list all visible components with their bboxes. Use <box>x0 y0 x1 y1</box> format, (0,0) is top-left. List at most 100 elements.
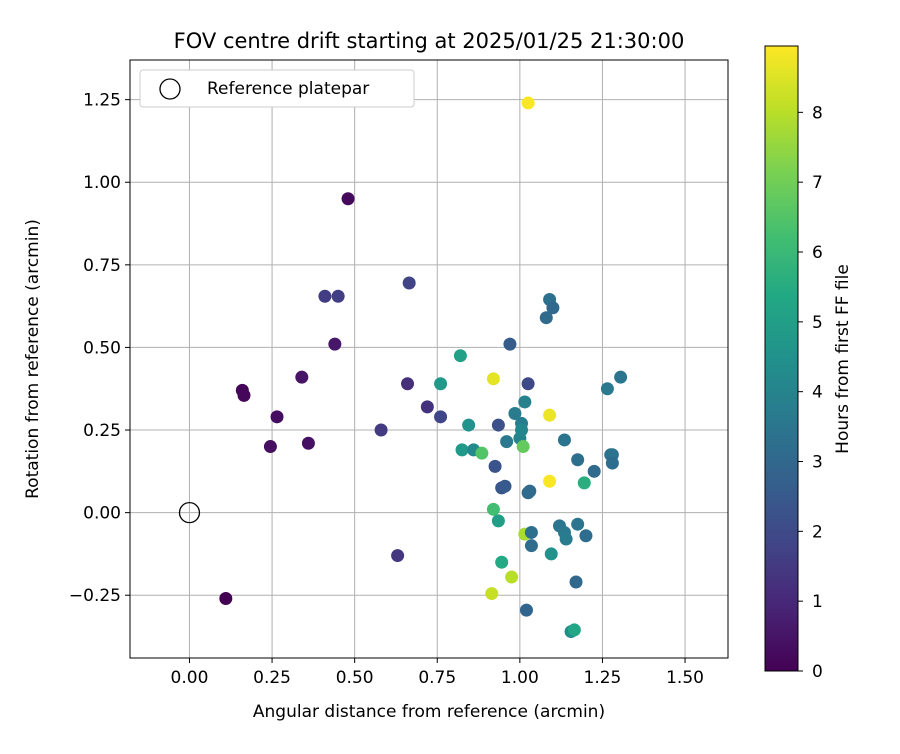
x-tick-label: 1.50 <box>666 668 704 688</box>
data-point <box>455 443 469 457</box>
data-point <box>559 532 573 546</box>
colorbar-tick-label: 7 <box>812 173 823 193</box>
y-axis-ticks: −0.25 0.00 0.25 0.50 0.75 1.00 1.25 <box>69 91 130 606</box>
x-axis-ticks: 0.00 0.25 0.50 0.75 1.00 1.25 1.50 <box>171 658 704 688</box>
data-points <box>219 96 628 639</box>
x-tick-label: 0.00 <box>171 668 209 688</box>
x-tick-label: 0.25 <box>253 668 291 688</box>
data-point <box>508 407 522 421</box>
data-point <box>577 476 591 490</box>
chart-title: FOV centre drift starting at 2025/01/25 … <box>174 29 685 53</box>
data-point <box>486 502 500 516</box>
data-point <box>600 382 614 396</box>
x-tick-label: 0.75 <box>418 668 456 688</box>
data-point <box>523 484 537 498</box>
colorbar-tick-label: 2 <box>812 522 823 542</box>
data-point <box>500 435 514 449</box>
x-tick-label: 1.25 <box>584 668 622 688</box>
data-point <box>587 464 601 478</box>
data-point <box>341 192 355 206</box>
y-tick-label: 0.75 <box>83 256 121 276</box>
y-tick-label: 0.00 <box>83 504 121 524</box>
y-axis-label: Rotation from reference (arcmin) <box>23 219 43 499</box>
colorbar-gradient <box>764 45 799 672</box>
data-point <box>491 418 505 432</box>
data-point <box>515 423 529 437</box>
data-point <box>453 349 467 363</box>
data-point <box>524 539 538 553</box>
legend-box <box>139 69 415 108</box>
data-point <box>391 549 405 563</box>
data-point <box>420 400 434 414</box>
legend-label: Reference platepar <box>207 79 369 99</box>
data-point <box>521 96 535 110</box>
colorbar: 0 1 2 3 4 5 6 7 8 Hours from first FF file <box>764 45 853 682</box>
data-point <box>495 555 509 569</box>
data-point <box>462 418 476 432</box>
data-point <box>498 479 512 493</box>
data-point <box>237 388 251 402</box>
colorbar-tick-label: 8 <box>812 103 823 123</box>
data-point <box>434 377 448 391</box>
data-point <box>401 377 415 391</box>
colorbar-tick-label: 4 <box>812 383 823 403</box>
data-point <box>503 337 517 351</box>
x-tick-label: 1.00 <box>501 668 539 688</box>
data-point <box>318 289 332 303</box>
data-point <box>569 575 583 589</box>
data-point <box>475 446 489 460</box>
data-point <box>505 570 519 584</box>
y-tick-label: 0.25 <box>83 421 121 441</box>
data-point <box>557 433 571 447</box>
data-point <box>295 370 309 384</box>
data-point <box>614 370 628 384</box>
colorbar-ticks: 0 1 2 3 4 5 6 7 8 <box>798 103 823 682</box>
colorbar-tick-label: 3 <box>812 453 823 473</box>
data-point <box>486 372 500 386</box>
data-point <box>521 377 535 391</box>
data-point <box>219 592 233 606</box>
data-point <box>543 408 557 422</box>
data-point <box>546 301 560 315</box>
data-point <box>491 514 505 528</box>
colorbar-tick-label: 6 <box>812 243 823 263</box>
data-point <box>544 547 558 561</box>
colorbar-tick-label: 5 <box>812 313 823 333</box>
y-tick-label: 0.50 <box>83 338 121 358</box>
reference-marker-layer <box>178 501 201 524</box>
data-point <box>434 410 448 424</box>
colorbar-label: Hours from first FF file <box>833 264 853 454</box>
data-point <box>571 453 585 467</box>
colorbar-tick-label: 0 <box>812 662 823 682</box>
data-point <box>485 587 499 601</box>
data-point <box>263 440 277 454</box>
data-point <box>579 529 593 543</box>
data-point <box>488 459 502 473</box>
y-tick-label: −0.25 <box>69 586 121 606</box>
data-point <box>328 337 342 351</box>
data-point <box>543 474 557 488</box>
plot-frame <box>129 59 729 659</box>
reference-platepar-marker <box>178 501 201 524</box>
x-axis-label: Angular distance from reference (arcmin) <box>253 702 605 722</box>
x-tick-label: 0.50 <box>336 668 374 688</box>
data-point <box>539 311 553 325</box>
data-point <box>605 456 619 470</box>
data-point <box>301 436 315 450</box>
data-point <box>374 423 388 437</box>
data-point <box>518 395 532 409</box>
data-point <box>519 603 533 617</box>
legend-reference-marker <box>159 78 181 100</box>
data-point <box>402 276 416 290</box>
data-point <box>331 289 345 303</box>
y-tick-label: 1.00 <box>83 173 121 193</box>
data-point <box>270 410 284 424</box>
data-point <box>524 525 538 539</box>
grid <box>130 60 728 658</box>
y-tick-label: 1.25 <box>83 91 121 111</box>
legend: Reference platepar <box>139 69 415 108</box>
data-point <box>516 440 530 454</box>
data-point <box>567 623 581 637</box>
